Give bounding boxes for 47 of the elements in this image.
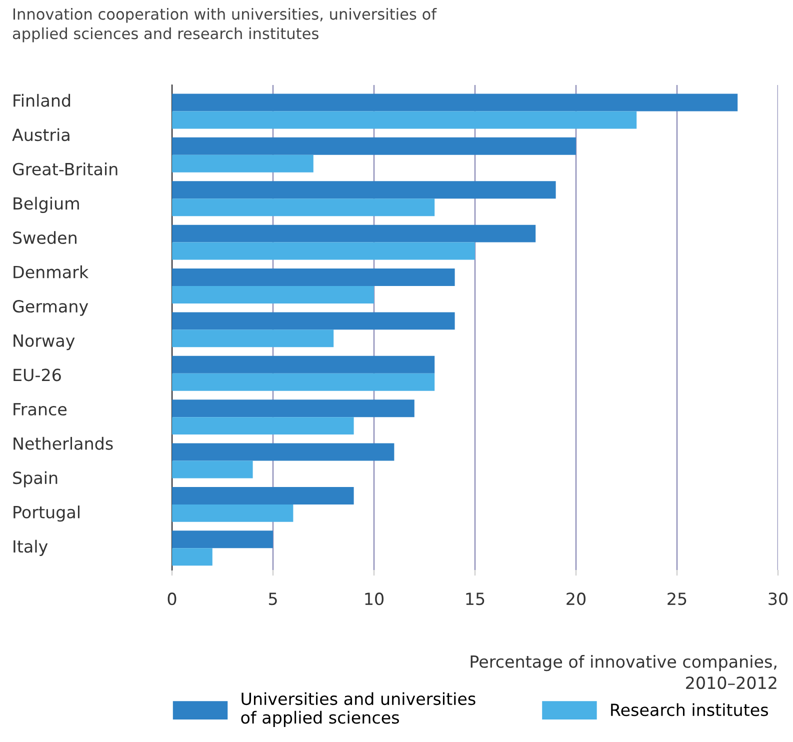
- bar: [172, 224, 536, 242]
- x-tick-label: 15: [466, 592, 484, 606]
- bar: [172, 356, 435, 374]
- legend-label: Research institutes: [611, 703, 768, 716]
- bar: [172, 137, 576, 155]
- bar: [172, 400, 414, 418]
- text: Sweden: [13, 231, 76, 244]
- text: Finland: [14, 94, 70, 107]
- x-tick-label: 20: [566, 592, 586, 606]
- x-tick-label: 10: [365, 592, 384, 606]
- text: Spain: [13, 471, 58, 488]
- bar: [172, 154, 314, 172]
- text: EU-26: [14, 368, 61, 382]
- text: France: [14, 403, 67, 416]
- bar: [172, 242, 475, 260]
- bar: [172, 460, 253, 478]
- bar: [172, 373, 435, 391]
- bar: [172, 330, 334, 348]
- bar: [172, 286, 374, 304]
- bar: [172, 198, 435, 216]
- bar: [172, 111, 637, 129]
- x-axis-title: Percentage of innovative companies, 2010–2012: [470, 655, 776, 690]
- bar: [172, 530, 273, 548]
- text: Norway: [14, 334, 75, 350]
- bar: [172, 268, 455, 286]
- text: Netherlands: [14, 436, 113, 450]
- bar: [172, 181, 556, 199]
- bar: [172, 504, 294, 522]
- text: Great-Britain: [12, 162, 118, 176]
- text: Austria: [12, 128, 70, 142]
- x-tick-label: 30: [768, 592, 788, 606]
- legend-label: Universities and universities of applied sciences: [241, 692, 476, 727]
- chart-title: Innovation cooperation with universities, universities of applied sciences and research institutes: [12, 8, 437, 42]
- text: Germany: [12, 300, 88, 316]
- x-tick-label: 5: [268, 592, 277, 606]
- bar: [172, 94, 738, 112]
- text: Denmark: [14, 265, 89, 278]
- bar: [172, 443, 394, 461]
- bar: [172, 486, 354, 504]
- text: Italy: [14, 540, 48, 556]
- x-tick-label: 25: [668, 592, 686, 606]
- x-tick-label: 0: [168, 592, 176, 606]
- text: Belgium: [14, 196, 79, 213]
- bar: [172, 548, 212, 566]
- bar: [172, 417, 354, 435]
- text: Portugal: [14, 506, 80, 522]
- bar: [172, 312, 455, 330]
